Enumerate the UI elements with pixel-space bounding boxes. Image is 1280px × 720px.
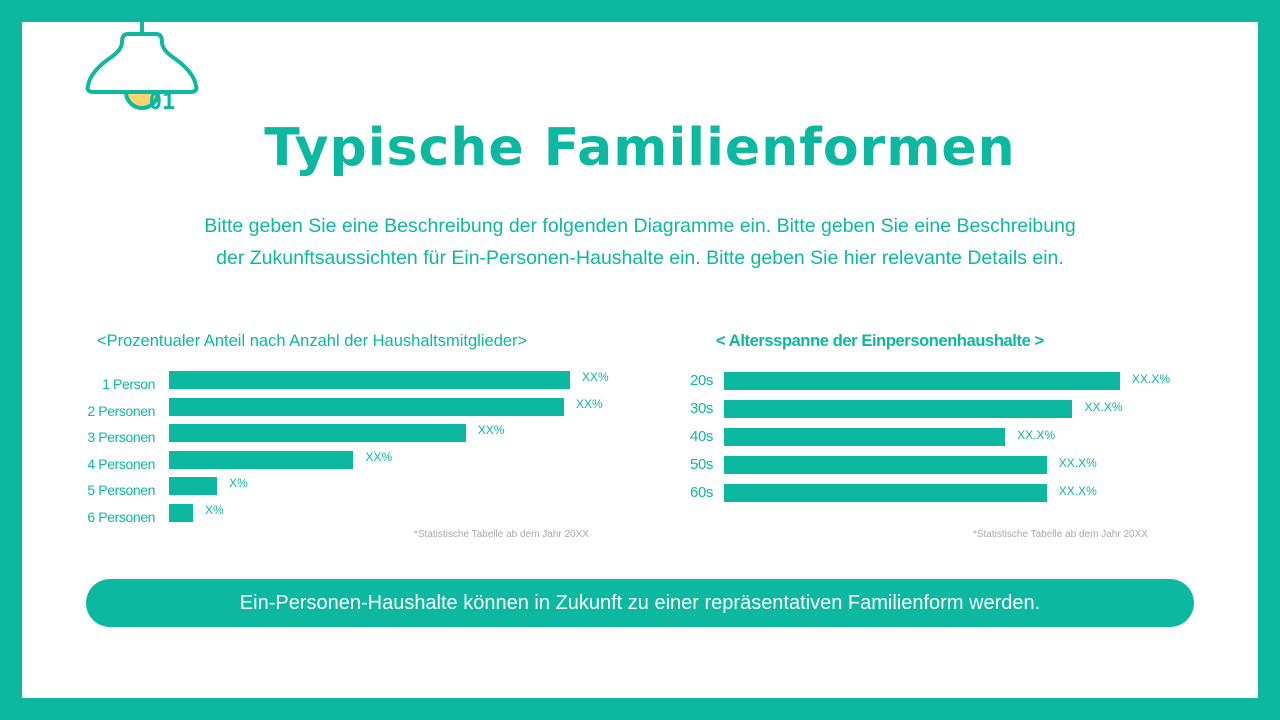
- bar-value-label: X%: [205, 503, 224, 517]
- description: Bitte geben Sie eine Beschreibung der fo…: [100, 210, 1180, 274]
- section-number: 01: [148, 90, 176, 115]
- bar-value-label: XX%: [477, 423, 505, 438]
- bar-label: 4 Personen: [87, 455, 155, 472]
- bar-value-label: X%: [229, 476, 248, 491]
- bar-value-label: XX%: [582, 370, 609, 384]
- bar: [724, 484, 1047, 502]
- bar-label: 3 Personen: [87, 429, 155, 446]
- chart-note: *Statistische Tabelle ab dem Jahr 20XX: [414, 529, 589, 540]
- bar: [724, 372, 1120, 390]
- bar-label: 40s: [690, 428, 713, 445]
- bar: [724, 456, 1047, 474]
- lamp-icon: [85, 0, 199, 110]
- bar-label: 6 Personen: [87, 509, 155, 525]
- bar-value-label: XX.X%: [1084, 400, 1123, 414]
- bar-value-label: XX.X%: [1017, 428, 1056, 442]
- bar-label: 30s: [690, 400, 713, 417]
- bar-value-label: XX.X%: [1058, 484, 1097, 498]
- chart-note: *Statistische Tabelle ab dem Jahr 20XX: [973, 529, 1148, 540]
- description-line-1: Bitte geben Sie eine Beschreibung der fo…: [204, 215, 1076, 237]
- bar-value-label: XX%: [365, 449, 393, 464]
- chart-title: <Prozentualer Anteil nach Anzahl der Hau…: [97, 332, 528, 350]
- bar: [169, 504, 194, 522]
- bar-label: 50s: [690, 456, 713, 473]
- bar-label: 20s: [690, 372, 713, 389]
- bar-value-label: XX%: [575, 396, 603, 411]
- bar: [724, 428, 1006, 446]
- bar: [169, 371, 570, 389]
- chart-title: < Altersspanne der Einpersonenhaushalte …: [716, 332, 1044, 350]
- bar-value-label: XX.X%: [1132, 372, 1171, 386]
- bar: [169, 397, 564, 416]
- bar-label: 1 Person: [102, 376, 155, 392]
- conclusion-banner: Ein-Personen-Haushalte können in Zukunft…: [86, 579, 1194, 627]
- page-title: Typische Familienformen: [264, 118, 1016, 178]
- bar: [169, 477, 218, 496]
- bar-value-label: XX.X%: [1058, 456, 1097, 470]
- bar: [724, 400, 1073, 418]
- description-line-2: der Zukunftsaussichten für Ein-Personen-…: [216, 247, 1064, 269]
- bar: [169, 424, 466, 443]
- bar-label: 5 Personen: [87, 482, 155, 499]
- bar-label: 60s: [690, 484, 713, 501]
- bar: [169, 450, 354, 469]
- bar-label: 2 Personen: [87, 402, 155, 419]
